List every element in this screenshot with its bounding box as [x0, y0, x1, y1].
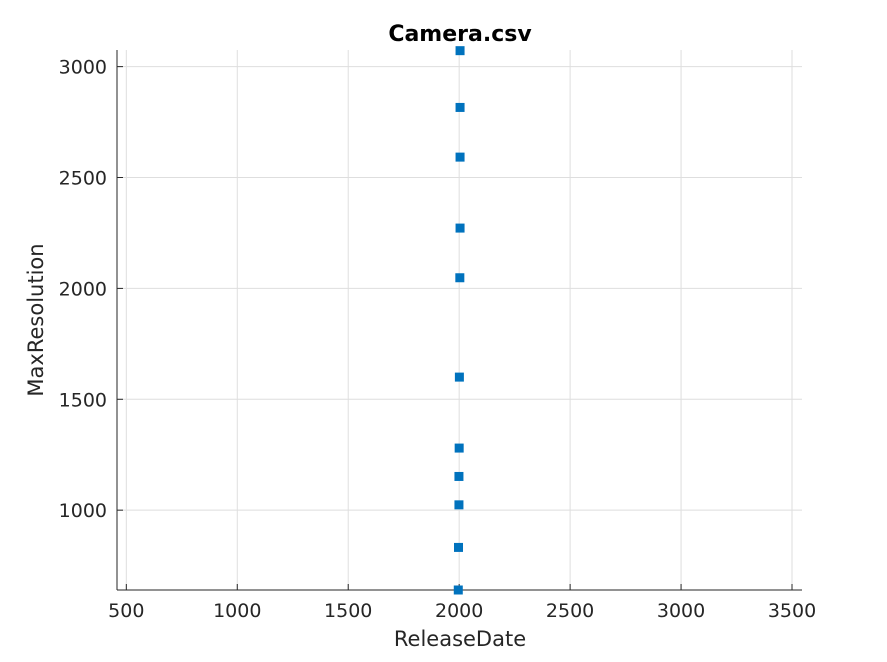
y-tick-label: 1000 — [59, 500, 107, 522]
x-tick-label: 1500 — [324, 600, 372, 622]
grid — [117, 50, 802, 590]
data-point — [455, 223, 465, 233]
data-points — [453, 46, 465, 595]
y-tick-label: 1500 — [59, 389, 107, 411]
y-tick-label: 2500 — [59, 168, 107, 190]
data-point — [455, 273, 465, 283]
x-tick-label: 1000 — [213, 600, 261, 622]
data-point — [454, 372, 464, 382]
data-point — [454, 542, 464, 552]
x-axis-label: ReleaseDate — [394, 627, 526, 651]
y-ticks: 1000 1500 2000 2500 3000 — [59, 57, 123, 522]
data-point — [455, 46, 465, 56]
x-tick-label: 3000 — [657, 600, 705, 622]
data-point — [454, 500, 464, 510]
x-tick-label: 2500 — [546, 600, 594, 622]
data-point — [454, 471, 464, 481]
x-tick-label: 3500 — [768, 600, 816, 622]
x-tick-label: 2000 — [435, 600, 483, 622]
x-ticks: 500 1000 1500 2000 2500 3000 3500 — [108, 584, 816, 622]
data-point — [455, 152, 465, 162]
y-axis-label: MaxResolution — [24, 243, 48, 396]
y-tick-label: 2000 — [59, 278, 107, 300]
chart-title: Camera.csv — [388, 22, 532, 47]
data-point — [454, 443, 464, 453]
y-tick-label: 3000 — [59, 57, 107, 79]
x-tick-label: 500 — [108, 600, 144, 622]
data-point — [455, 102, 465, 112]
data-point — [453, 585, 463, 595]
